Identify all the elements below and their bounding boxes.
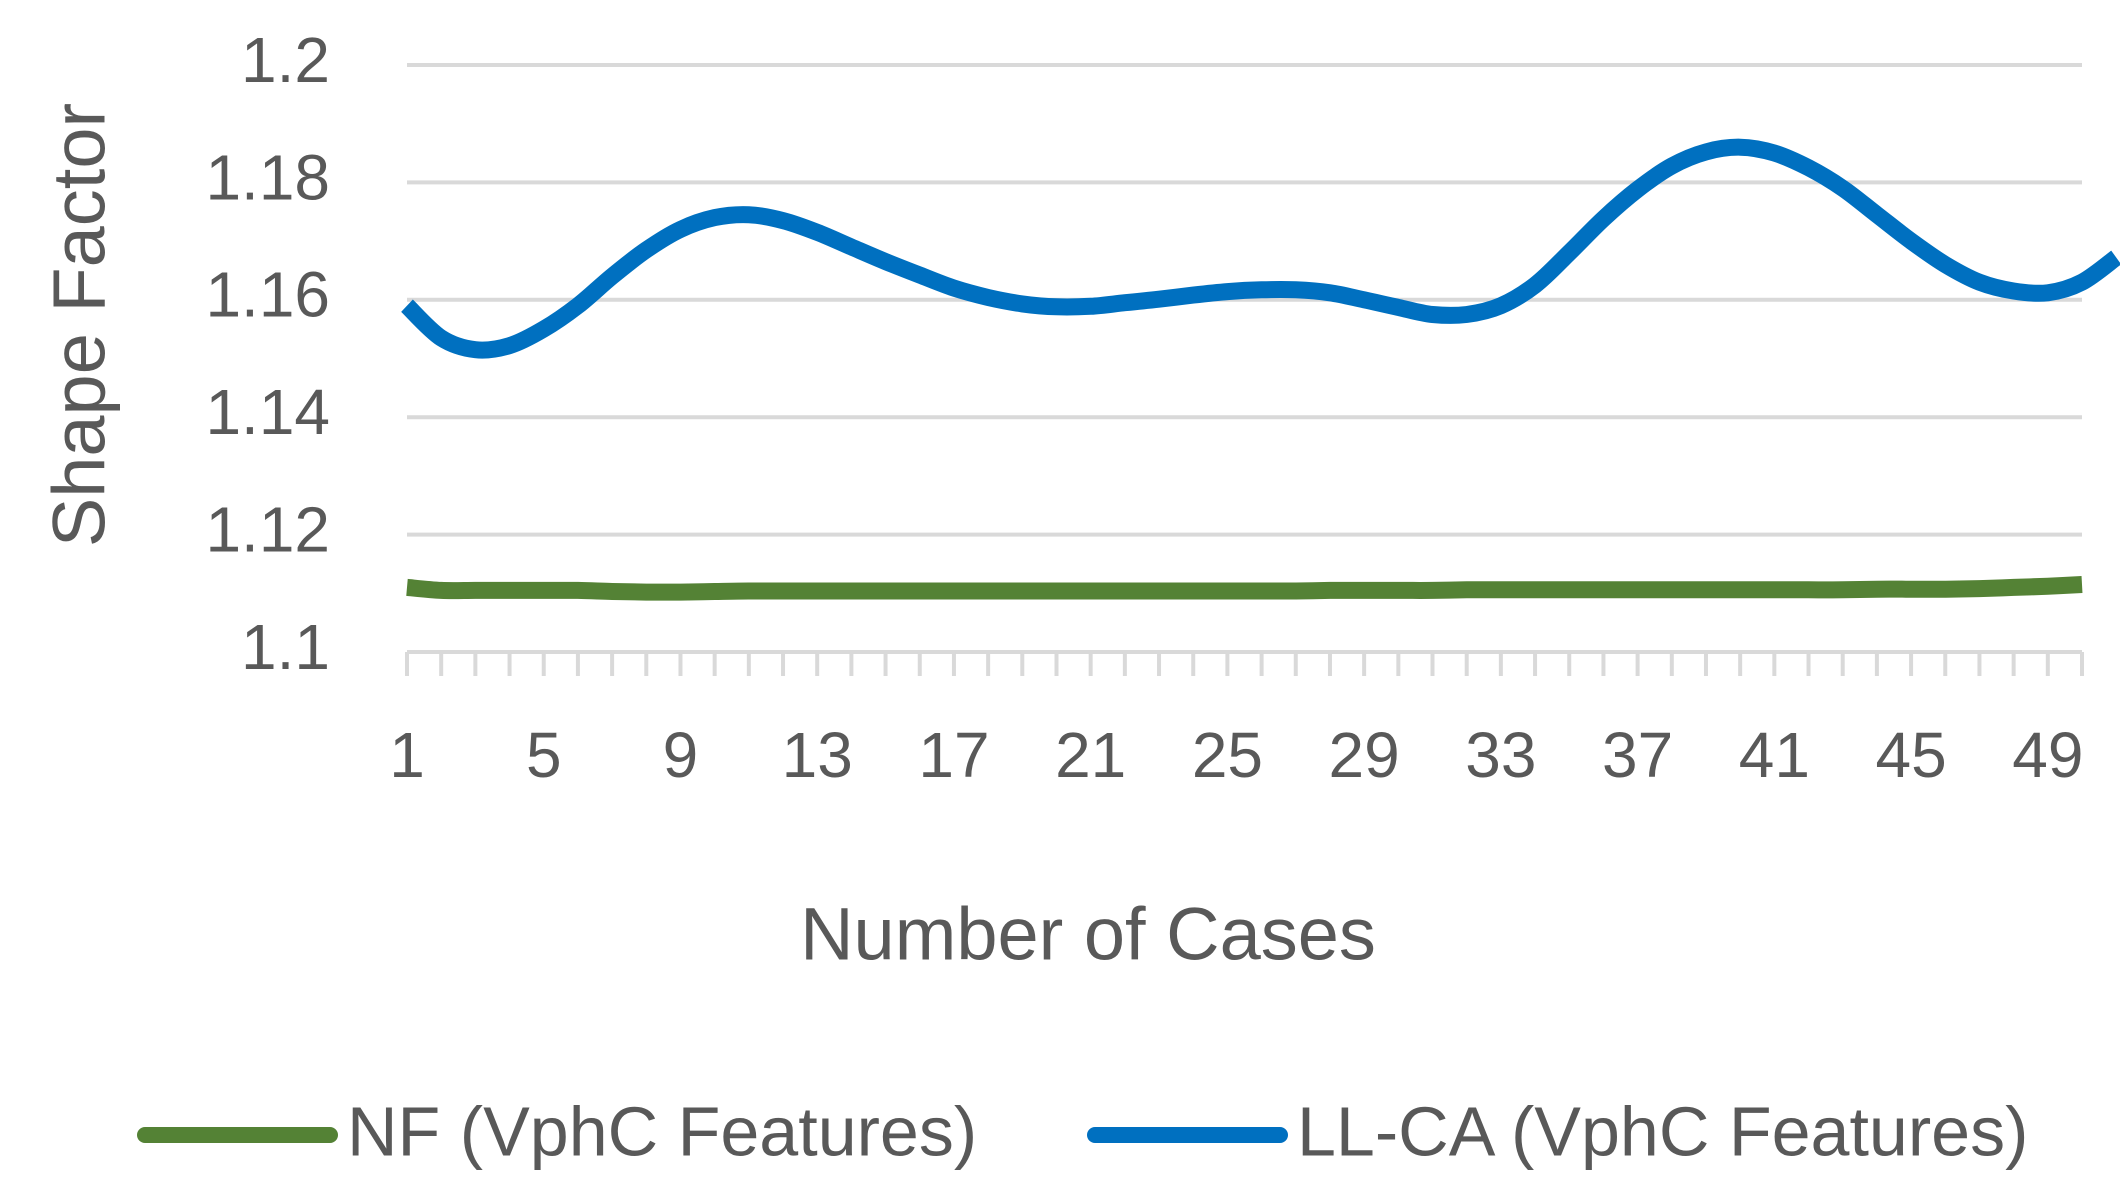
y-tick-label: 1.1 xyxy=(241,611,330,683)
y-tick-label: 1.14 xyxy=(205,376,330,448)
series-line-nf xyxy=(406,576,2083,601)
y-tick-label: 1.2 xyxy=(241,24,330,96)
x-tick-label: 17 xyxy=(918,719,989,791)
series-line-llca xyxy=(401,138,2120,359)
legend-label-nf: NF (VphC Features) xyxy=(347,1092,977,1170)
x-tick-label: 29 xyxy=(1329,719,1400,791)
x-axis xyxy=(405,650,2084,676)
x-tick-label: 33 xyxy=(1465,719,1536,791)
x-tick-label: 37 xyxy=(1602,719,1673,791)
x-tick-label: 13 xyxy=(782,719,853,791)
y-axis-title: Shape Factor xyxy=(38,103,121,547)
x-tick-label: 5 xyxy=(526,719,562,791)
legend: NF (VphC Features) LL-CA (VphC Features) xyxy=(137,1092,2028,1170)
y-tick-label: 1.12 xyxy=(205,494,330,566)
y-tick-labels: 1.1 1.12 1.14 1.16 1.18 1.2 xyxy=(205,24,330,683)
legend-label-llca: LL-CA (VphC Features) xyxy=(1297,1092,2028,1170)
x-tick-label: 41 xyxy=(1739,719,1810,791)
x-tick-label: 9 xyxy=(663,719,699,791)
x-tick-label: 49 xyxy=(2012,719,2083,791)
x-axis-title: Number of Cases xyxy=(800,893,1376,976)
gridlines xyxy=(407,63,2082,537)
x-tick-label: 21 xyxy=(1055,719,1126,791)
y-tick-label: 1.16 xyxy=(205,259,330,331)
y-tick-label: 1.18 xyxy=(205,141,330,213)
series-lines xyxy=(401,138,2120,601)
x-tick-labels: 1 5 9 13 17 21 25 29 33 37 41 45 49 xyxy=(389,719,2083,791)
x-tick-label: 1 xyxy=(389,719,425,791)
x-tick-label: 25 xyxy=(1192,719,1263,791)
x-tick-label: 45 xyxy=(1875,719,1946,791)
